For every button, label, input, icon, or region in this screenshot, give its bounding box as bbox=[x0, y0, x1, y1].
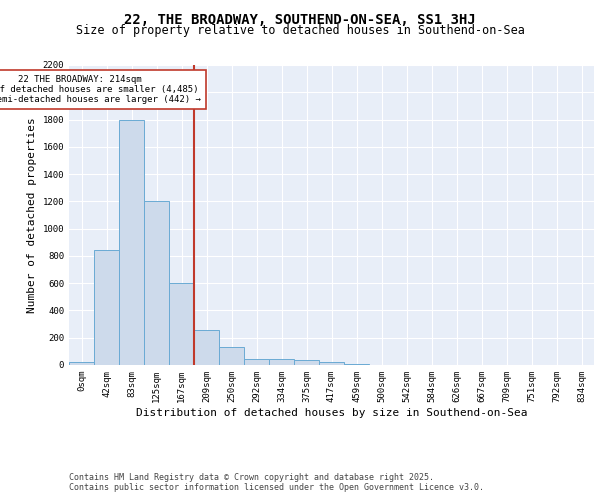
Bar bbox=[194, 330, 219, 365]
X-axis label: Distribution of detached houses by size in Southend-on-Sea: Distribution of detached houses by size … bbox=[136, 408, 527, 418]
Text: Contains HM Land Registry data © Crown copyright and database right 2025.: Contains HM Land Registry data © Crown c… bbox=[69, 472, 434, 482]
Bar bbox=[269, 359, 294, 365]
Bar bbox=[244, 359, 269, 365]
Bar bbox=[294, 360, 319, 365]
Text: 22, THE BROADWAY, SOUTHEND-ON-SEA, SS1 3HJ: 22, THE BROADWAY, SOUTHEND-ON-SEA, SS1 3… bbox=[124, 12, 476, 26]
Text: Contains public sector information licensed under the Open Government Licence v3: Contains public sector information licen… bbox=[69, 484, 484, 492]
Text: Size of property relative to detached houses in Southend-on-Sea: Size of property relative to detached ho… bbox=[76, 24, 524, 37]
Bar bbox=[94, 250, 119, 365]
Bar bbox=[144, 202, 169, 365]
Bar bbox=[219, 348, 244, 365]
Bar bbox=[69, 362, 94, 365]
Bar bbox=[169, 283, 194, 365]
Bar bbox=[319, 362, 344, 365]
Y-axis label: Number of detached properties: Number of detached properties bbox=[27, 117, 37, 313]
Text: 22 THE BROADWAY: 214sqm
← 91% of detached houses are smaller (4,485)
9% of semi-: 22 THE BROADWAY: 214sqm ← 91% of detache… bbox=[0, 74, 201, 104]
Bar bbox=[119, 120, 144, 365]
Bar bbox=[344, 364, 369, 365]
